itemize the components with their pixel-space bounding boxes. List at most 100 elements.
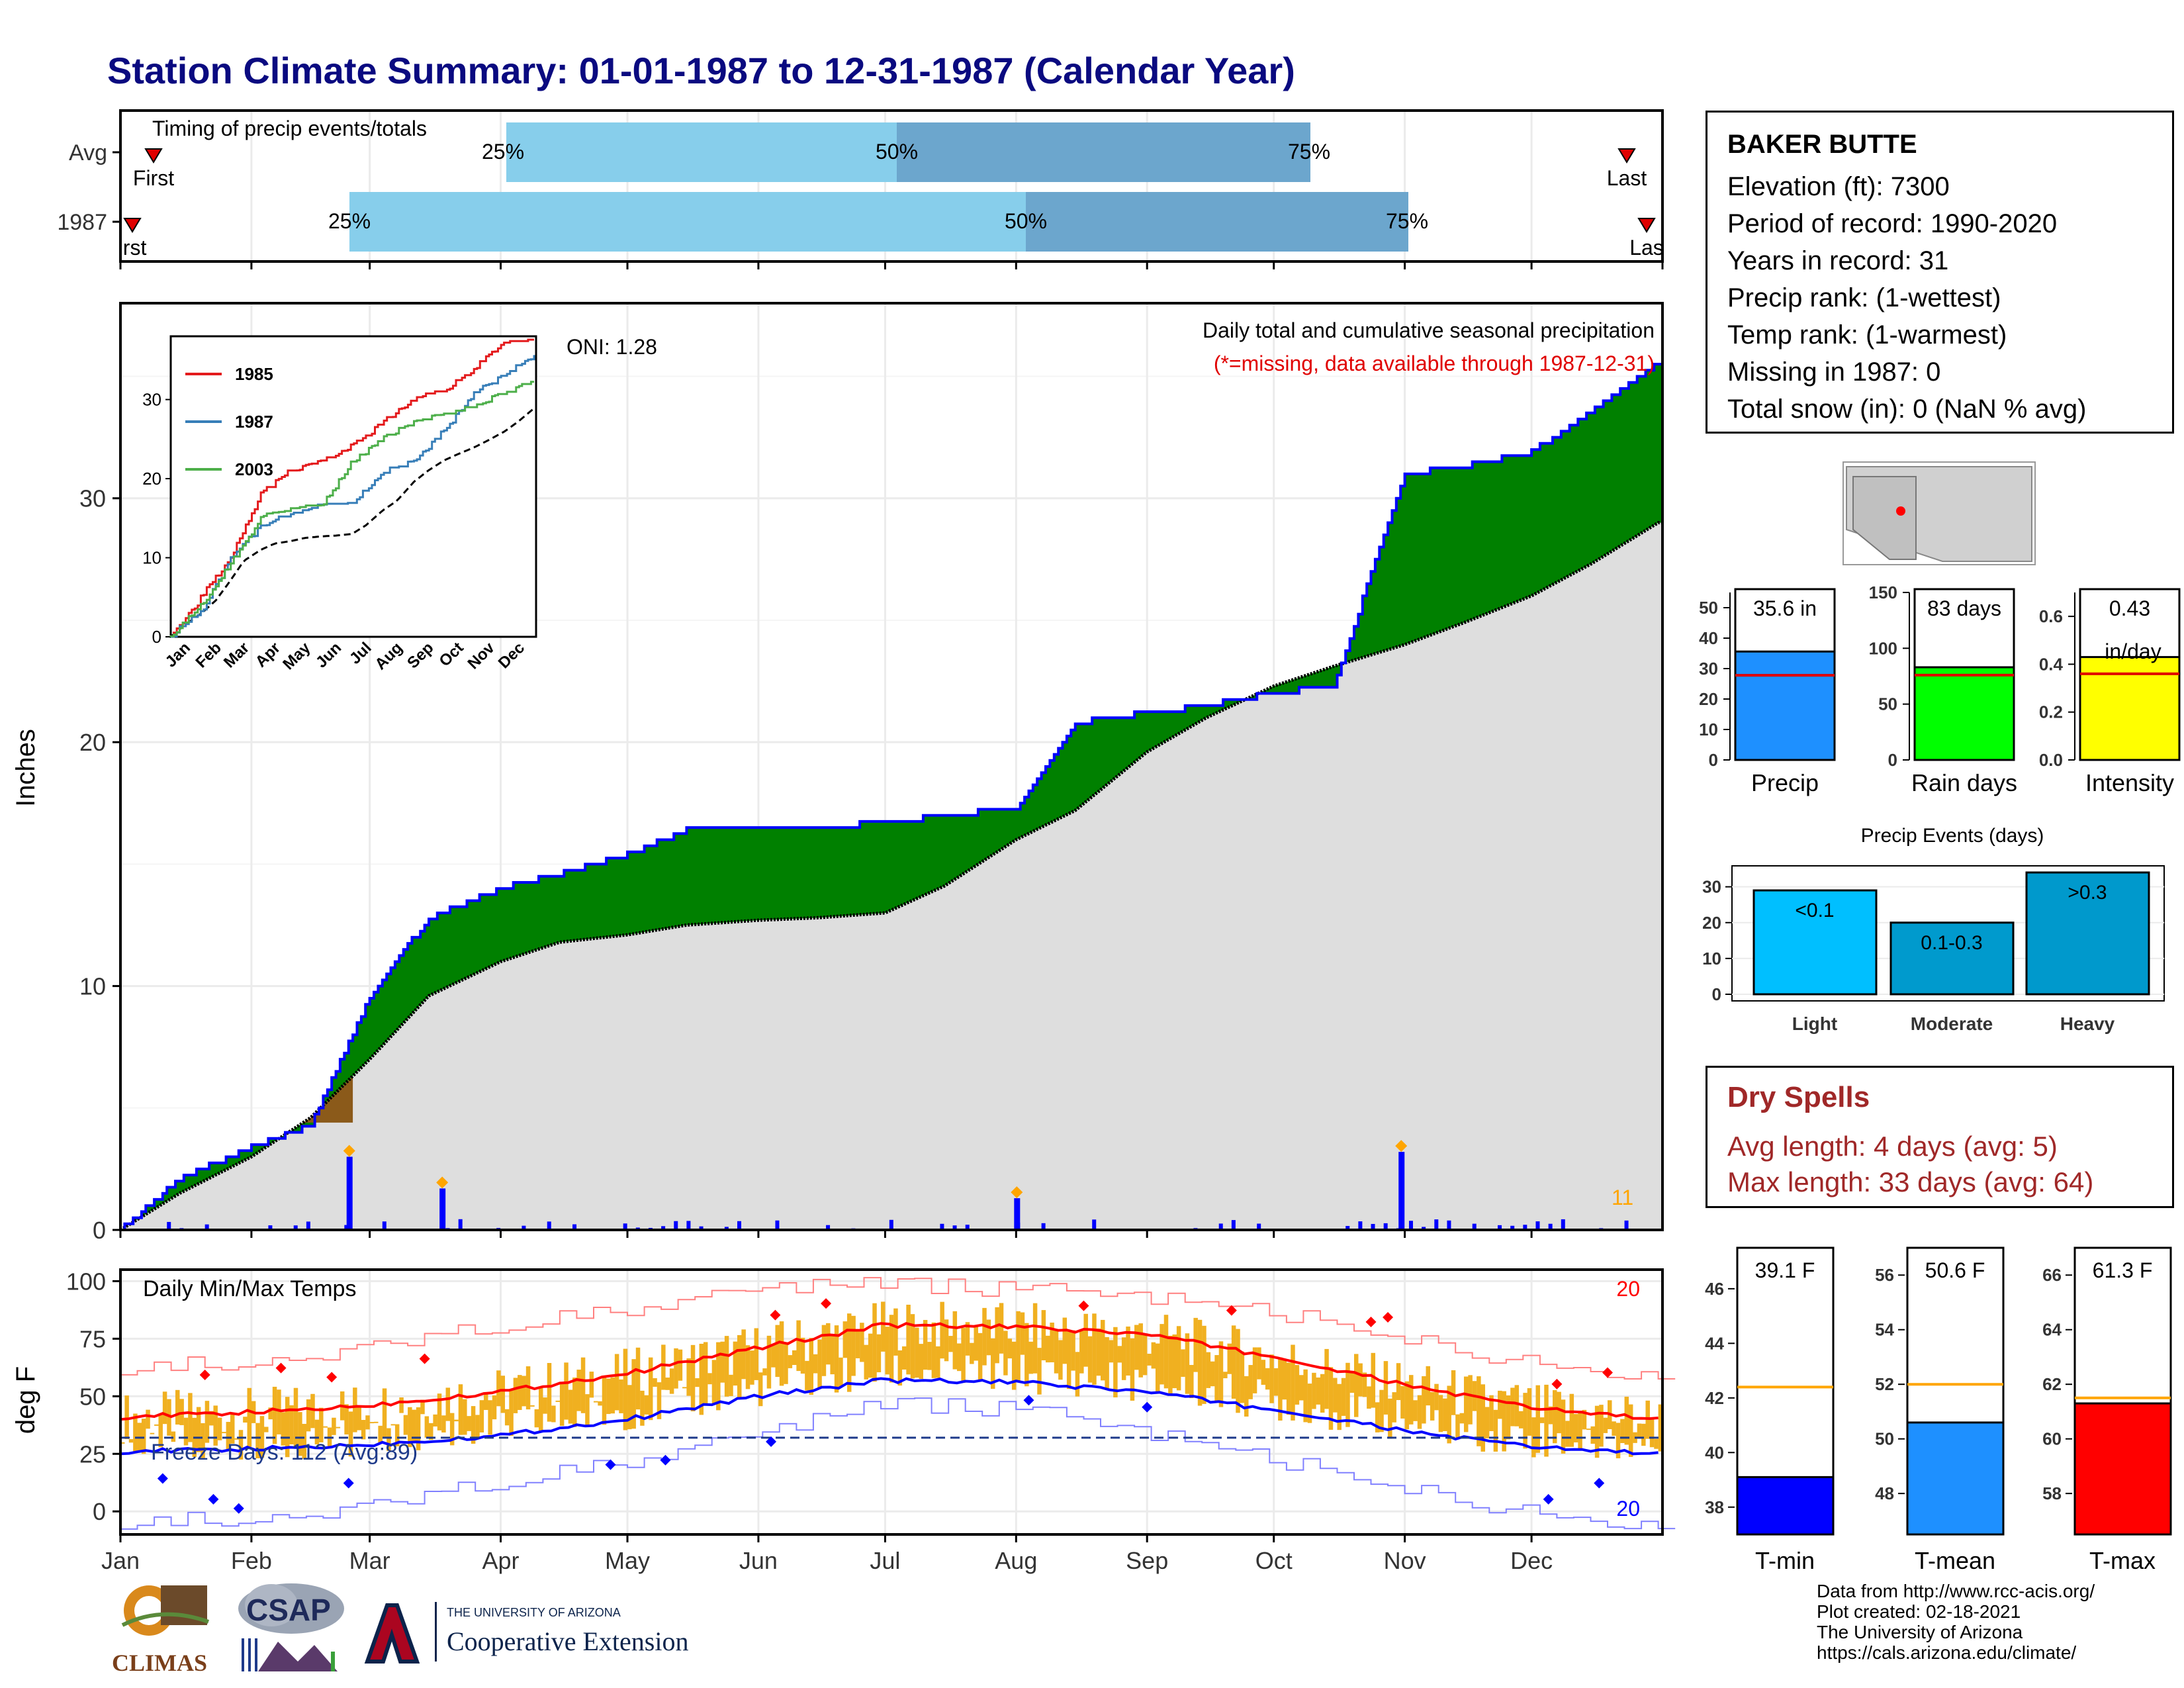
daily-temp-bar xyxy=(230,1413,235,1444)
daily-temp-bar xyxy=(1443,1398,1447,1431)
y-tick-label: 0 xyxy=(93,1217,106,1244)
dry-spells-title: Dry Spells xyxy=(1727,1081,1870,1113)
inset-y-tick: 10 xyxy=(142,548,161,568)
daily-temp-bar xyxy=(361,1420,366,1440)
station-marker xyxy=(1896,506,1905,516)
y-axis-title: Inches xyxy=(11,729,40,807)
timing-row-label: Avg xyxy=(69,140,107,165)
daily-temp-bar xyxy=(1126,1326,1130,1376)
daily-temp-bar xyxy=(323,1426,328,1428)
daily-temp-bar xyxy=(901,1346,907,1370)
last-marker xyxy=(1617,148,1636,164)
temp-y-tick: 25 xyxy=(79,1440,106,1468)
daily-precip-bar xyxy=(940,1223,944,1230)
daily-precip-bar xyxy=(1218,1223,1223,1230)
daily-temp-bar xyxy=(1210,1361,1215,1387)
daily-temp-bar xyxy=(1062,1317,1068,1364)
daily-precip-bar xyxy=(686,1221,691,1230)
daily-peak-marker xyxy=(343,1145,355,1157)
daily-temp-bar xyxy=(1113,1327,1118,1397)
precip-stat-value: 83 days xyxy=(1927,596,2001,620)
daily-temp-bar xyxy=(424,1416,430,1438)
inset-series-line xyxy=(171,338,534,638)
daily-temp-bar xyxy=(733,1341,738,1386)
daily-temp-bar xyxy=(1477,1376,1481,1446)
daily-temp-bar xyxy=(1257,1347,1261,1380)
daily-temp-bar xyxy=(1510,1387,1515,1427)
daily-temp-bar xyxy=(961,1327,966,1383)
event-bar xyxy=(1889,921,2015,996)
daily-precip-bar xyxy=(268,1225,273,1230)
record-high-marker xyxy=(770,1309,781,1321)
daily-temp-bar xyxy=(429,1423,433,1440)
daily-temp-bar xyxy=(1197,1319,1203,1406)
daily-temp-bar xyxy=(1422,1376,1426,1424)
daily-precip-bar xyxy=(1548,1223,1553,1230)
daily-temp-bar xyxy=(1206,1352,1211,1388)
temps-title: Daily Min/Max Temps xyxy=(143,1276,356,1301)
daily-temp-bar xyxy=(1273,1368,1279,1396)
credit-line: Data from http://www.rcc-acis.org/ xyxy=(1817,1581,2095,1601)
timing-pct: 25% xyxy=(328,209,371,233)
daily-temp-bar xyxy=(568,1389,573,1424)
daily-temp-bar xyxy=(1227,1343,1232,1374)
daily-temp-bar xyxy=(285,1397,290,1458)
temp-stat-label: T-min xyxy=(1755,1547,1815,1574)
daily-temp-bar xyxy=(394,1424,400,1446)
daily-temp-bar xyxy=(657,1382,662,1419)
daily-temp-bar xyxy=(247,1387,252,1447)
daily-temp-bar xyxy=(1400,1385,1405,1419)
daily-precip-bar xyxy=(1345,1226,1350,1230)
daily-temp-bar xyxy=(881,1301,886,1352)
daily-temp-bar xyxy=(678,1349,683,1381)
daily-temp-bar xyxy=(1265,1368,1270,1390)
daily-temp-bar xyxy=(124,1395,129,1439)
daily-temp-bar xyxy=(631,1359,636,1429)
temp-stat-tick: 60 xyxy=(2042,1429,2062,1449)
record-low-marker xyxy=(1594,1477,1605,1489)
daily-temp-bar xyxy=(458,1384,463,1435)
inset-legend-label: 1985 xyxy=(235,364,273,384)
daily-temp-bar xyxy=(974,1325,978,1361)
daily-temp-bar xyxy=(483,1394,488,1410)
timing-pct: 50% xyxy=(876,140,918,164)
daily-temp-bar xyxy=(855,1330,860,1358)
daily-temp-bar xyxy=(1367,1386,1371,1409)
precip-stat-tick: 40 xyxy=(1699,628,1718,648)
daily-temp-bar xyxy=(1654,1438,1659,1449)
daily-temp-bar xyxy=(826,1323,831,1365)
avg-area xyxy=(120,522,1662,1230)
daily-temp-bar xyxy=(1358,1363,1363,1397)
timing-bar xyxy=(897,122,1310,182)
events-tick: 30 xyxy=(1702,877,1721,897)
daily-temp-bar xyxy=(1092,1313,1097,1385)
inset-y-tick: 30 xyxy=(142,390,161,410)
daily-temp-bar xyxy=(1493,1409,1498,1452)
daily-temp-bar xyxy=(534,1409,539,1428)
daily-temp-bar xyxy=(1341,1378,1346,1416)
station-line-missing: Missing in 1987: 0 xyxy=(1727,357,1941,387)
daily-precip-bar xyxy=(1371,1223,1375,1230)
daily-temp-bar xyxy=(408,1407,412,1448)
daily-temp-bar xyxy=(543,1397,547,1414)
daily-temp-bar xyxy=(952,1311,958,1370)
event-bar-label: Light xyxy=(1792,1013,1837,1034)
month-label: Nov xyxy=(1384,1547,1426,1574)
record-max-line xyxy=(120,1277,1676,1380)
daily-temp-bar xyxy=(1193,1317,1198,1372)
daily-temp-bar xyxy=(805,1360,809,1391)
daily-temp-bar xyxy=(750,1350,754,1385)
daily-temp-bar xyxy=(758,1372,763,1407)
daily-temp-bar xyxy=(1240,1351,1245,1403)
first-marker xyxy=(123,218,142,233)
daily-temp-bar xyxy=(492,1395,497,1420)
avg-max-line xyxy=(120,1322,1659,1421)
daily-temp-bar xyxy=(585,1394,590,1427)
daily-temp-bar xyxy=(813,1354,818,1374)
daily-temp-bar xyxy=(754,1328,759,1380)
daily-precip-bar xyxy=(344,1225,349,1230)
daily-temp-bar xyxy=(471,1406,476,1444)
daily-temp-bar xyxy=(310,1393,315,1429)
daily-precip-bar xyxy=(1498,1225,1502,1230)
